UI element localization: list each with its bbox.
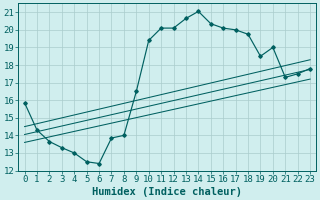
X-axis label: Humidex (Indice chaleur): Humidex (Indice chaleur) [92,186,242,197]
